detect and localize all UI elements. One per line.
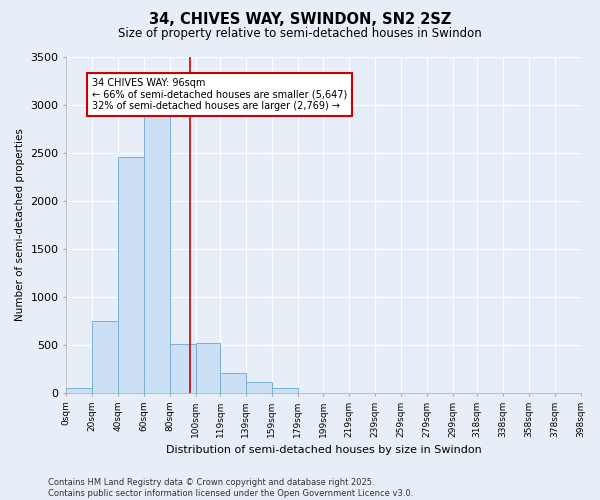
Bar [246, 382, 272, 392]
Bar [144, 114, 170, 392]
Text: 34 CHIVES WAY: 96sqm
← 66% of semi-detached houses are smaller (5,647)
32% of se: 34 CHIVES WAY: 96sqm ← 66% of semi-detac… [92, 78, 347, 111]
Bar [196, 342, 220, 392]
Text: Size of property relative to semi-detached houses in Swindon: Size of property relative to semi-detach… [118, 28, 482, 40]
Bar [67, 388, 92, 392]
Text: Contains HM Land Registry data © Crown copyright and database right 2025.
Contai: Contains HM Land Registry data © Crown c… [48, 478, 413, 498]
Text: 34, CHIVES WAY, SWINDON, SN2 2SZ: 34, CHIVES WAY, SWINDON, SN2 2SZ [149, 12, 451, 28]
Bar [118, 158, 144, 392]
Bar [272, 388, 298, 392]
Bar [220, 374, 246, 392]
Bar [170, 344, 196, 392]
Bar [92, 320, 118, 392]
X-axis label: Distribution of semi-detached houses by size in Swindon: Distribution of semi-detached houses by … [166, 445, 481, 455]
Y-axis label: Number of semi-detached properties: Number of semi-detached properties [15, 128, 25, 321]
